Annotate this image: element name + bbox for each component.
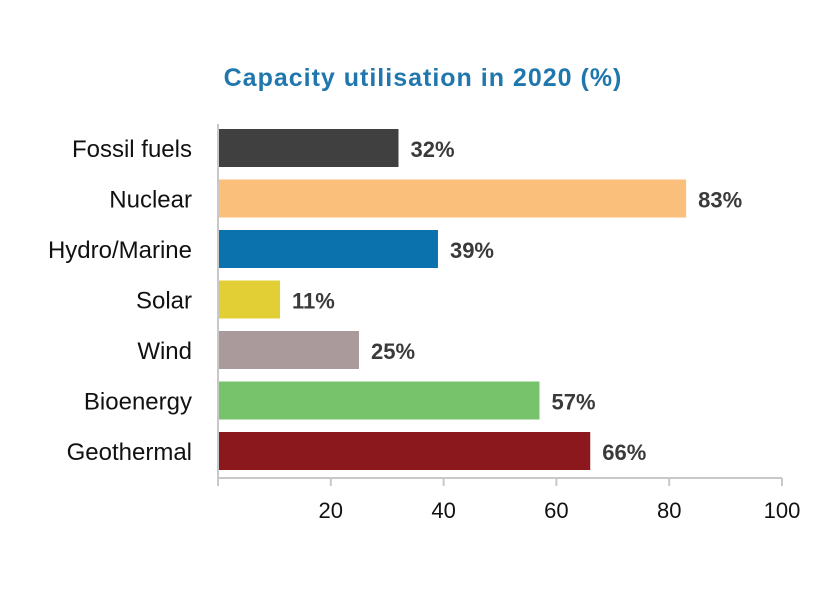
x-tick-label-40: 40: [431, 498, 455, 523]
value-label-nuclear: 83%: [698, 188, 742, 213]
value-label-geothermal: 66%: [602, 440, 646, 465]
category-label-fossil-fuels: Fossil fuels: [72, 136, 192, 163]
value-label-solar: 11%: [292, 289, 335, 314]
value-label-hydro-marine: 39%: [450, 238, 494, 263]
category-label-hydro-marine: Hydro/Marine: [48, 237, 192, 264]
bar-nuclear: [218, 179, 687, 218]
bar-geothermal: [218, 432, 591, 470]
chart-title: Capacity utilisation in 2020 (%): [224, 64, 623, 92]
value-label-fossil-fuels: 32%: [410, 137, 454, 162]
bar-wind: [218, 331, 359, 369]
value-label-bioenergy: 57%: [551, 390, 595, 415]
bar-fossil-fuels: [218, 129, 399, 167]
bar-solar: [218, 280, 281, 319]
category-label-solar: Solar: [136, 288, 192, 315]
category-label-wind: Wind: [137, 338, 192, 365]
x-tick-label-20: 20: [319, 498, 343, 523]
x-tick-label-60: 60: [544, 498, 568, 523]
category-label-bioenergy: Bioenergy: [84, 389, 192, 416]
x-axis: 20 40 60 80 100: [217, 124, 801, 523]
bars-layer: Fossil fuels 32% Nuclear 83% Hydro/Marine 39%…: [48, 129, 742, 470]
value-label-wind: 25%: [371, 339, 415, 364]
bar-hydro-marine: [218, 230, 438, 268]
x-tick-label-100: 100: [764, 498, 801, 523]
category-label-nuclear: Nuclear: [109, 187, 192, 214]
x-tick-label-80: 80: [657, 498, 681, 523]
category-label-geothermal: Geothermal: [67, 439, 192, 466]
bar-bioenergy: [218, 381, 540, 420]
